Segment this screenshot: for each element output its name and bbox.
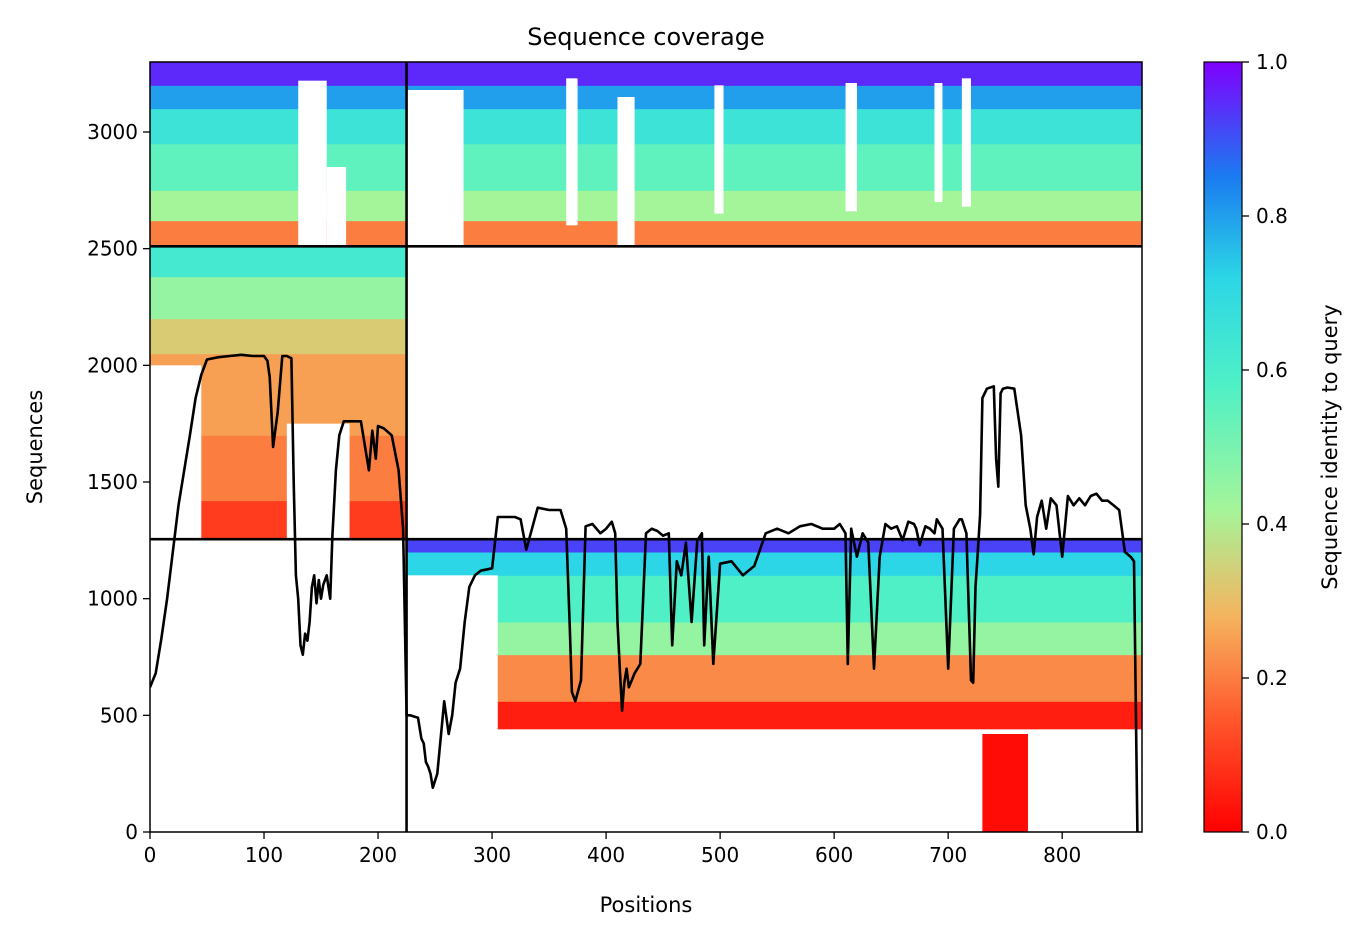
x-axis: 0 100 200 300 400 500 600 700 800 xyxy=(144,832,1081,867)
plot-frame xyxy=(149,61,1143,833)
y-tick-label: 2500 xyxy=(87,237,138,261)
x-tick-label: 0 xyxy=(144,843,157,867)
identity-band xyxy=(150,85,407,110)
coverage-gap xyxy=(961,78,971,207)
identity-band xyxy=(150,143,407,191)
x-tick-label: 600 xyxy=(815,843,853,867)
x-tick-label: 200 xyxy=(359,843,397,867)
coverage-gap xyxy=(617,97,635,247)
colorbar-label: Sequence identity to query xyxy=(1318,304,1342,589)
coverage-gap xyxy=(934,83,943,202)
identity-band xyxy=(406,85,1142,110)
identity-band xyxy=(406,143,1142,191)
identity-band xyxy=(406,622,1142,656)
coverage-gap xyxy=(845,83,857,212)
identity-band xyxy=(150,246,407,278)
coverage-gap xyxy=(150,365,202,540)
y-tick-label: 3000 xyxy=(87,120,138,144)
block-top-right xyxy=(406,62,1142,247)
x-axis-label: Positions xyxy=(600,893,693,917)
y-tick-label: 2000 xyxy=(87,353,138,377)
coverage-gap xyxy=(286,423,350,540)
colorbar-tick-label: 0.6 xyxy=(1256,358,1288,382)
colorbar-tick-label: 0.0 xyxy=(1256,820,1288,844)
identity-band xyxy=(406,108,1142,145)
identity-band xyxy=(406,190,1142,222)
colorbar-tick-label: 0.2 xyxy=(1256,666,1288,690)
colorbar-axis: 0.0 0.2 0.4 0.6 0.8 1.0 xyxy=(1242,50,1288,844)
identity-band xyxy=(406,539,1142,553)
coverage-gap xyxy=(406,90,464,247)
coverage-heatmap xyxy=(150,62,1142,832)
identity-band xyxy=(150,108,407,145)
x-tick-label: 100 xyxy=(245,843,283,867)
x-tick-label: 700 xyxy=(929,843,967,867)
y-tick-label: 1000 xyxy=(87,587,138,611)
colorbar-tick-label: 0.4 xyxy=(1256,512,1288,536)
colorbar xyxy=(1203,61,1243,833)
y-tick-label: 1500 xyxy=(87,470,138,494)
x-tick-label: 500 xyxy=(701,843,739,867)
identity-band xyxy=(150,62,407,86)
x-tick-label: 400 xyxy=(587,843,625,867)
identity-band xyxy=(406,701,1142,730)
y-axis-label: Sequences xyxy=(23,390,47,505)
identity-band xyxy=(982,734,1028,832)
coverage-gap xyxy=(714,85,724,214)
y-tick-label: 500 xyxy=(100,703,138,727)
block-bottom-right xyxy=(406,539,1142,832)
coverage-gap xyxy=(298,80,327,247)
block-top-left xyxy=(150,62,407,247)
colorbar-tick-label: 0.8 xyxy=(1256,204,1288,228)
y-axis: 0 500 1000 1500 2000 2500 3000 xyxy=(87,120,150,844)
colorbar-tick-label: 1.0 xyxy=(1256,50,1288,74)
coverage-line xyxy=(150,353,1139,832)
x-tick-label: 300 xyxy=(473,843,511,867)
identity-band xyxy=(150,318,407,355)
y-tick-label: 0 xyxy=(125,820,138,844)
chart-title: Sequence coverage xyxy=(527,23,764,51)
identity-band xyxy=(150,276,407,320)
identity-band xyxy=(406,62,1142,86)
identity-band xyxy=(406,575,1142,623)
identity-band xyxy=(150,190,407,222)
x-tick-label: 800 xyxy=(1043,843,1081,867)
identity-band xyxy=(406,552,1142,576)
coverage-gap xyxy=(497,729,1142,832)
coverage-gap xyxy=(566,78,578,226)
identity-band xyxy=(150,220,407,247)
identity-band xyxy=(406,220,1142,247)
identity-band xyxy=(406,654,1142,702)
coverage-gap xyxy=(326,167,347,247)
